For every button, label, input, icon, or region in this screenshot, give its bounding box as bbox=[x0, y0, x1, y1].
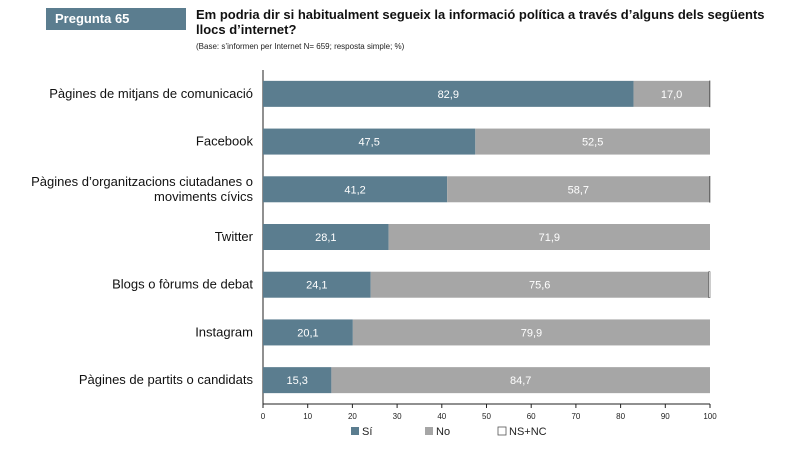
bar-no-0 bbox=[633, 80, 710, 107]
category-label-3: Twitter bbox=[215, 229, 254, 244]
legend-swatch-0 bbox=[351, 427, 359, 435]
x-tick-label-7: 70 bbox=[571, 412, 580, 421]
x-tick-label-9: 90 bbox=[661, 412, 670, 421]
data-label-1-6: 84,7 bbox=[510, 375, 531, 387]
x-tick-label-8: 80 bbox=[616, 412, 625, 421]
data-label-1-0: 17,0 bbox=[661, 89, 682, 101]
data-label-1-1: 52,5 bbox=[582, 137, 603, 149]
bar-s--6 bbox=[263, 367, 332, 394]
category-label-2-line-0: Pàgines d’organitzacions ciutadanes o bbox=[31, 174, 253, 189]
data-label-0-2: 41,2 bbox=[344, 184, 365, 196]
x-tick-label-10: 100 bbox=[703, 412, 717, 421]
bar-s--0 bbox=[263, 80, 634, 107]
question-badge: Pregunta 65 bbox=[46, 8, 186, 30]
data-label-0-0: 82,9 bbox=[438, 89, 459, 101]
bar-ns-nc-4 bbox=[708, 271, 711, 299]
x-tick-label-4: 40 bbox=[437, 412, 446, 421]
x-tick-label-3: 30 bbox=[393, 412, 402, 421]
x-tick-label-1: 10 bbox=[303, 412, 312, 421]
category-label-4: Blogs o fòrums de debat bbox=[112, 277, 253, 292]
bar-no-4 bbox=[370, 271, 709, 298]
bar-no-3 bbox=[388, 224, 710, 250]
bar-s--3 bbox=[263, 224, 389, 250]
data-label-1-5: 79,9 bbox=[521, 327, 542, 339]
category-label-2-line-1: moviments cívics bbox=[154, 189, 253, 204]
legend-swatch-2 bbox=[497, 426, 507, 436]
bar-s--4 bbox=[263, 271, 371, 298]
legend-label-0: Sí bbox=[362, 426, 372, 438]
legend-label-1: No bbox=[436, 426, 450, 438]
bar-no-6 bbox=[331, 367, 710, 394]
bar-no-5 bbox=[352, 319, 710, 346]
data-label-0-6: 15,3 bbox=[286, 375, 307, 387]
legend-swatch-1 bbox=[425, 427, 433, 435]
data-label-1-3: 71,9 bbox=[539, 232, 560, 244]
x-tick-label-6: 60 bbox=[527, 412, 536, 421]
data-label-0-1: 47,5 bbox=[358, 137, 379, 149]
data-label-1-2: 58,7 bbox=[568, 184, 589, 196]
category-label-1: Facebook bbox=[196, 134, 254, 149]
data-label-0-3: 28,1 bbox=[315, 232, 336, 244]
category-label-0: Pàgines de mitjans de comunicació bbox=[49, 86, 253, 101]
x-tick-label-0: 0 bbox=[261, 412, 266, 421]
category-label-6: Pàgines de partits o candidats bbox=[79, 372, 254, 387]
legend-label-2: NS+NC bbox=[509, 426, 547, 438]
bar-no-1 bbox=[475, 128, 710, 155]
data-label-1-4: 75,6 bbox=[529, 280, 550, 292]
chart-title: Em podria dir si habitualment segueix la… bbox=[196, 7, 765, 37]
x-tick-label-5: 50 bbox=[482, 412, 491, 421]
chart-base-note: (Base: s’informen per Internet N= 659; r… bbox=[196, 42, 405, 51]
data-label-0-4: 24,1 bbox=[306, 280, 327, 292]
bar-s--2 bbox=[263, 176, 448, 203]
bar-s--1 bbox=[263, 128, 476, 155]
x-tick-label-2: 20 bbox=[348, 412, 357, 421]
data-label-0-5: 20,1 bbox=[297, 327, 318, 339]
category-label-5: Instagram bbox=[195, 324, 253, 339]
bar-no-2 bbox=[447, 176, 710, 203]
bar-s--5 bbox=[263, 319, 353, 346]
